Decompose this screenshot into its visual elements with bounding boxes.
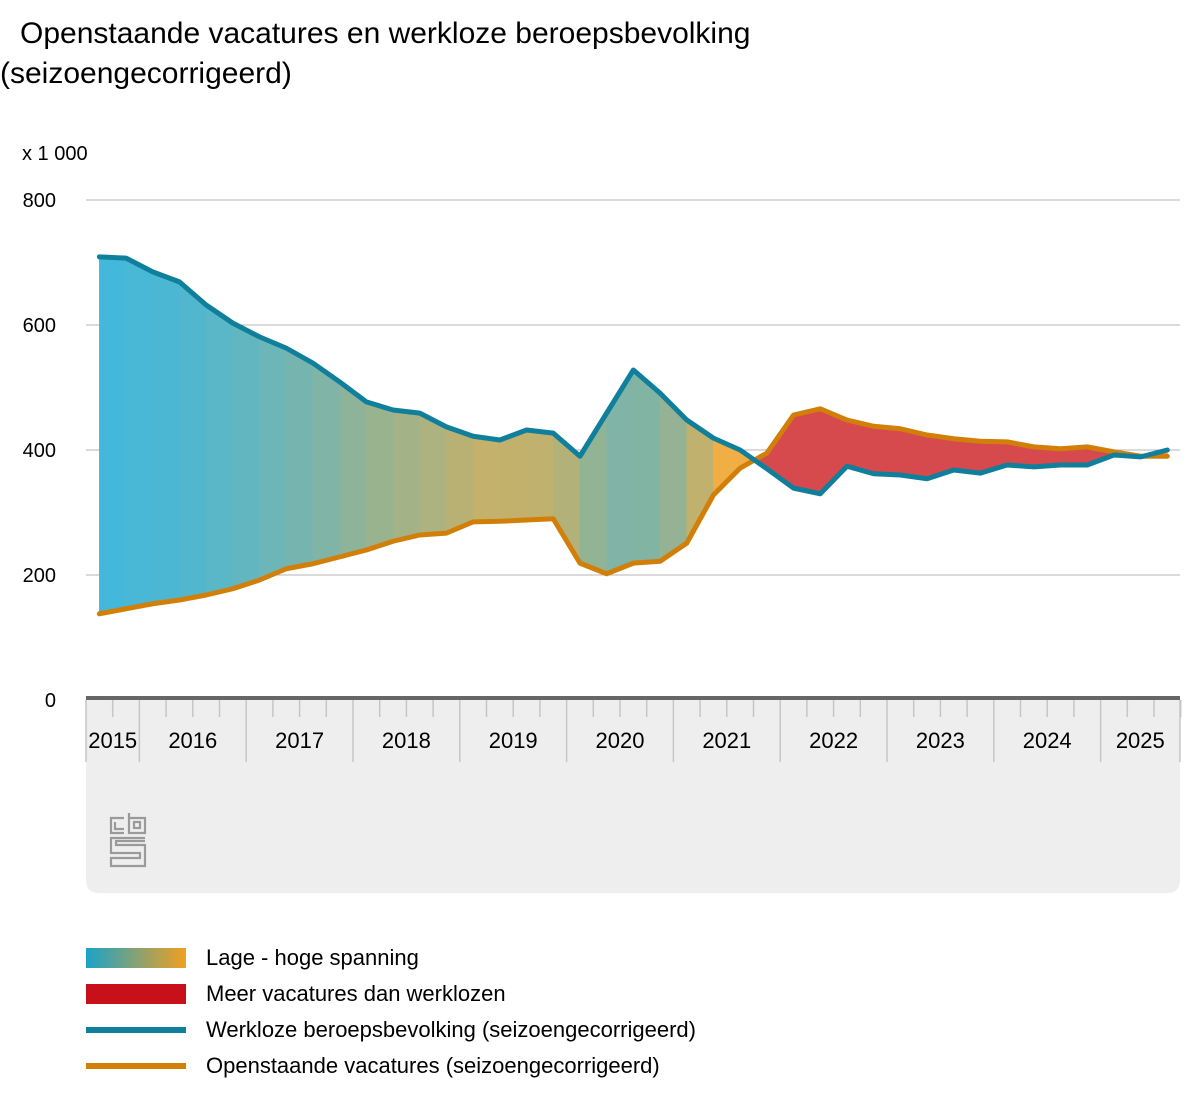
cbs-logo-icon xyxy=(109,813,147,868)
y-tick-label: 600 xyxy=(23,315,56,337)
area-segment xyxy=(606,368,634,575)
legend: Lage - hoge spanning Meer vacatures dan … xyxy=(86,940,696,1084)
title-line-1: Openstaande vacatures en werkloze beroep… xyxy=(20,17,751,50)
area-segment xyxy=(259,336,287,581)
legend-label: Openstaande vacatures (seizoengecorrigee… xyxy=(206,1053,660,1078)
area-segment xyxy=(179,281,207,601)
legend-label: Meer vacatures dan werklozen xyxy=(206,981,506,1006)
area-segment xyxy=(686,419,714,545)
area-segment xyxy=(205,304,234,596)
x-tick-label: 2021 xyxy=(702,728,751,753)
red-swatch xyxy=(86,984,186,1004)
x-tick-label: 2017 xyxy=(275,728,324,753)
area-segment xyxy=(312,362,340,565)
x-axis-band xyxy=(86,700,1180,893)
legend-item-meer-vacatures: Meer vacatures dan werklozen xyxy=(86,976,696,1012)
x-tick-label: 2015 xyxy=(88,728,137,753)
area-segment xyxy=(152,271,180,605)
y-axis-unit: x 1 000 xyxy=(22,143,88,165)
x-tick-label: 2019 xyxy=(489,728,538,753)
y-tick-label: 800 xyxy=(23,190,56,212)
x-tick-label: 2018 xyxy=(382,728,431,753)
x-tick-label: 2022 xyxy=(809,728,858,753)
x-tick-label: 2016 xyxy=(168,728,217,753)
chart: 0 200 400 600 800 2015 2016 2017 2018 2019 2020 20… xyxy=(23,190,1182,893)
legend-item-vacatures: Openstaande vacatures (seizoengecorrigee… xyxy=(86,1048,696,1084)
area-segment xyxy=(419,412,447,536)
blue-line-swatch xyxy=(86,1027,186,1033)
x-tick-label: 2025 xyxy=(1116,728,1165,753)
x-tick-label: 2020 xyxy=(596,728,645,753)
area-segment xyxy=(793,408,821,495)
werkloze-line xyxy=(96,254,1170,497)
area-segment xyxy=(633,369,661,564)
x-tick-label: 2024 xyxy=(1023,728,1072,753)
legend-item-werkloze: Werkloze beroepsbevolking (seizoengecorr… xyxy=(86,1012,696,1048)
gradient-swatch xyxy=(86,948,186,968)
y-tick-label: 0 xyxy=(45,690,56,712)
area-segment xyxy=(99,256,127,615)
legend-item-spanning: Lage - hoge spanning xyxy=(86,940,696,976)
area-segment xyxy=(232,322,260,590)
chart-title: Openstaande vacatures en werkloze beroep… xyxy=(0,14,900,94)
area-segment xyxy=(873,425,901,476)
y-tick-label: 200 xyxy=(23,565,56,587)
area-segment xyxy=(472,435,501,523)
legend-label: Werkloze beroepsbevolking (seizoengecorr… xyxy=(206,1017,696,1042)
area-segment xyxy=(339,381,367,558)
vacatures-line xyxy=(96,406,1170,617)
orange-line-swatch xyxy=(86,1063,186,1069)
legend-label: Lage - hoge spanning xyxy=(206,945,419,970)
y-tick-label: 400 xyxy=(23,440,56,462)
area-segment xyxy=(526,429,554,521)
area-segment xyxy=(285,347,314,570)
area-segment xyxy=(392,409,421,542)
area-segment xyxy=(366,401,394,551)
title-line-2: (seizoengecorrigeerd) xyxy=(0,57,292,90)
area-segment xyxy=(446,426,474,534)
area-segment xyxy=(499,429,527,522)
x-tick-label: 2023 xyxy=(916,728,965,753)
area-segment xyxy=(125,257,154,610)
